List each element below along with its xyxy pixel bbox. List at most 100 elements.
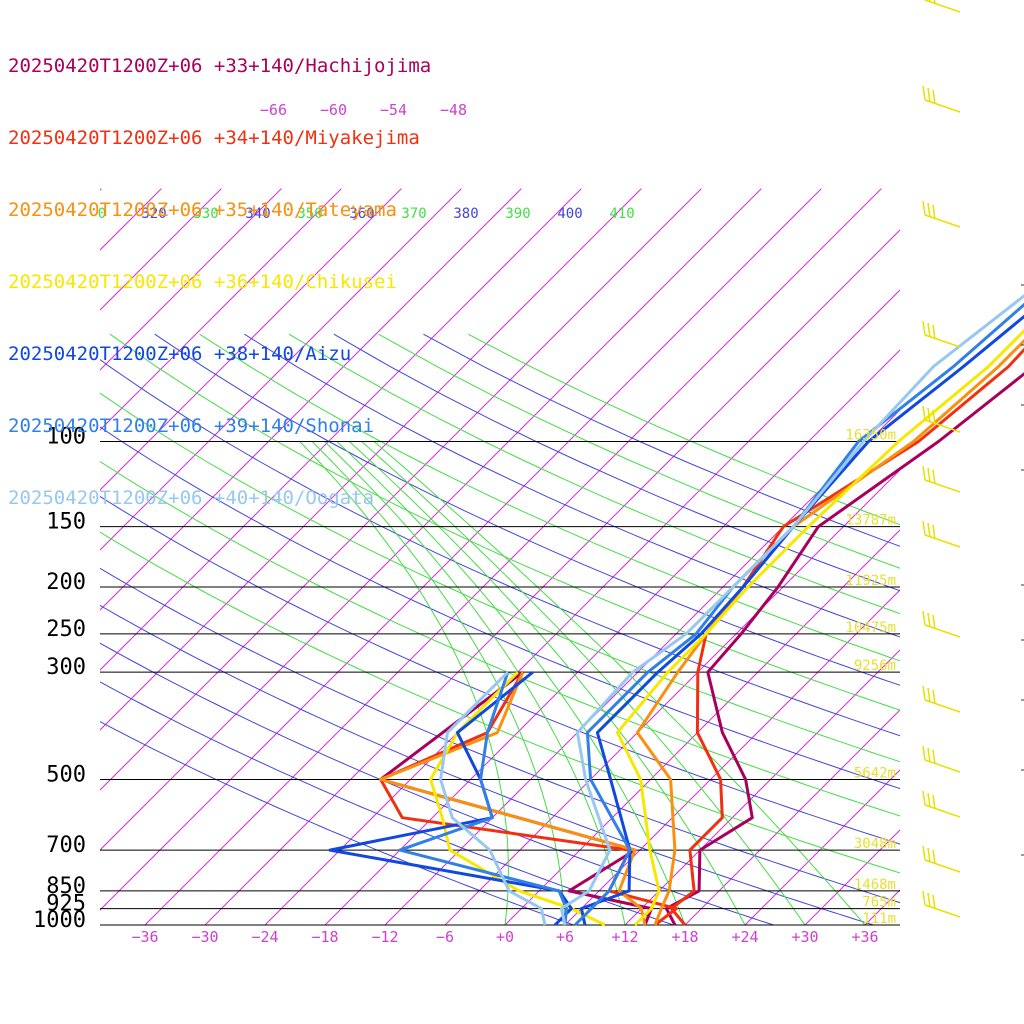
- barb-staff: [924, 419, 961, 433]
- wind-barb: [922, 320, 961, 348]
- x-tick-label: +30: [791, 928, 818, 946]
- isotherm-line: [504, 529, 900, 925]
- barb-feather: [932, 469, 936, 485]
- dewpoint-line: [439, 671, 547, 926]
- profile-series: [328, 294, 1024, 927]
- dry-adiabat-line: [100, 567, 900, 904]
- isotherm-line: [100, 188, 522, 611]
- theta-label: 400: [557, 206, 582, 222]
- isotherm-line: [744, 769, 900, 925]
- barb-feather: [927, 612, 931, 628]
- barb-feather: [922, 465, 926, 481]
- dewpoint-line: [328, 671, 573, 927]
- legend-entry-hachijojima: 20250420T1200Z+06 +33+140/Hachijojima: [8, 55, 432, 77]
- barb-feather: [933, 0, 936, 5]
- barb-feather: [922, 745, 926, 761]
- upper-temp-label: −54: [380, 101, 407, 119]
- barb-staff: [924, 534, 961, 548]
- pressure-label: 850: [46, 874, 86, 899]
- theta-label: 390: [505, 206, 530, 222]
- dry-adiabat-line: [109, 333, 900, 711]
- isotherm-line: [444, 469, 900, 925]
- legend-entry-chikusei: 20250420T1200Z+06 +36+140/Chikusei: [8, 271, 397, 293]
- barb-staff: [924, 0, 961, 13]
- pressure-label: 250: [46, 617, 86, 642]
- barb-feather: [927, 407, 931, 423]
- isotherm-line: [100, 188, 342, 431]
- isotherm-lines: [100, 188, 900, 925]
- isotherm-line: [100, 188, 462, 551]
- barb-feather: [927, 792, 931, 808]
- dewpoint-line: [429, 671, 606, 927]
- barb-feather: [927, 322, 931, 338]
- barb-feather: [932, 614, 936, 630]
- barb-staff: [924, 759, 961, 773]
- legend-entry-miyakejima: 20250420T1200Z+06 +34+140/Miyakejima: [8, 127, 420, 149]
- height-label: 1468m: [854, 877, 896, 893]
- isotherm-line: [204, 229, 900, 925]
- pressure-label: 300: [46, 655, 86, 680]
- barb-feather: [927, 892, 931, 908]
- temperature-line: [669, 347, 1024, 926]
- isotherm-line: [100, 188, 642, 731]
- barb-feather: [922, 200, 926, 216]
- wind-barb: [924, 0, 961, 13]
- height-label: 765m: [862, 895, 896, 911]
- height-label: 5642m: [854, 765, 896, 781]
- barb-feather: [932, 749, 936, 765]
- barb-feather: [922, 845, 926, 861]
- pressure-label: 500: [46, 762, 86, 787]
- wind-barb: [922, 890, 961, 918]
- barb-staff: [924, 904, 961, 918]
- wind-barbs: [922, 0, 1024, 918]
- barb-staff: [924, 214, 961, 228]
- dry-adiabat-line: [100, 392, 900, 763]
- isotherm-line: [100, 188, 822, 911]
- legend: 20250420T1200Z+06 +33+140/Hachijojima 20…: [8, 6, 431, 534]
- wind-barb: [922, 405, 961, 433]
- barb-staff: [924, 859, 961, 873]
- dry-adiabat-line: [100, 460, 900, 817]
- temperature-line: [635, 338, 1024, 926]
- barb-feather: [927, 202, 931, 218]
- theta-label: 350: [297, 206, 322, 222]
- wind-barb: [922, 520, 961, 548]
- barb-feather: [932, 794, 936, 810]
- dry-adiabat-line: [100, 531, 900, 874]
- temperature-line: [579, 314, 1024, 926]
- wind-barb: [922, 685, 961, 713]
- barb-feather: [927, 522, 931, 538]
- barb-feather: [932, 324, 936, 340]
- theta-label: 330: [193, 206, 218, 222]
- dry-adiabat-line: [100, 721, 574, 925]
- theta-label: 370: [401, 206, 426, 222]
- isotherm-line: [804, 829, 900, 925]
- wind-barb: [922, 465, 961, 493]
- x-tick-label: −36: [131, 928, 158, 946]
- dewpoint-line: [379, 671, 647, 926]
- pressure-label: 150: [46, 510, 86, 535]
- dry-adiabat-line: [100, 642, 774, 925]
- x-tick-label: −6: [436, 928, 454, 946]
- dry-adiabat-line: [288, 333, 900, 615]
- barb-feather: [922, 85, 926, 101]
- legend-entry-tateyama: 20250420T1200Z+06 +35+140/Tateyama: [8, 199, 397, 221]
- temperature-line: [615, 328, 1024, 927]
- theta-label: 380: [453, 206, 478, 222]
- x-tick-label: −30: [191, 928, 218, 946]
- theta-label: 340: [245, 206, 270, 222]
- height-label: 16350m: [845, 427, 896, 443]
- barb-feather: [927, 87, 931, 103]
- upper-temp-label: −66: [260, 101, 287, 119]
- isotherm-line: [100, 188, 702, 791]
- dry-adiabat-line: [100, 426, 900, 790]
- barb-feather: [932, 524, 936, 540]
- wind-barb: [922, 845, 961, 873]
- axis-labels: 100 16350m 150 13787m 200 11925m 250 10475m 300 9…: [33, 101, 896, 946]
- temperature-line: [559, 294, 1024, 926]
- pressure-level-lines: [100, 440, 900, 926]
- dry-adiabat-line: [154, 333, 900, 686]
- moist-adiabat-line: [373, 441, 866, 925]
- barb-feather: [922, 890, 926, 906]
